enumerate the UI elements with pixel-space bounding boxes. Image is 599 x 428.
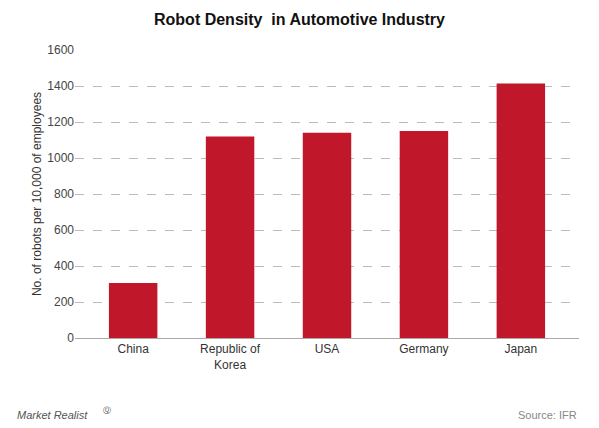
svg-text:Republic ofKorea: Republic ofKorea <box>200 342 261 372</box>
svg-text:1600: 1600 <box>47 43 74 57</box>
svg-text:1400: 1400 <box>47 79 74 93</box>
svg-text:Ⓠ: Ⓠ <box>103 406 111 415</box>
svg-text:1200: 1200 <box>47 115 74 129</box>
svg-text:No. of robots per 10,000 of em: No. of robots per 10,000 of employees <box>30 92 44 296</box>
svg-text:Market Realist: Market Realist <box>17 409 88 421</box>
svg-text:800: 800 <box>54 187 74 201</box>
svg-text:USA: USA <box>315 342 340 356</box>
svg-text:Source: IFR: Source: IFR <box>518 409 577 421</box>
svg-text:0: 0 <box>67 331 74 345</box>
svg-text:600: 600 <box>54 223 74 237</box>
svg-text:400: 400 <box>54 259 74 273</box>
svg-text:Germany: Germany <box>399 342 448 356</box>
svg-text:200: 200 <box>54 295 74 309</box>
svg-text:Robot Density in Automotive I: Robot Density in Automotive Industry <box>154 11 445 28</box>
svg-text:China: China <box>117 342 149 356</box>
svg-text:Japan: Japan <box>504 342 537 356</box>
svg-text:1000: 1000 <box>47 151 74 165</box>
